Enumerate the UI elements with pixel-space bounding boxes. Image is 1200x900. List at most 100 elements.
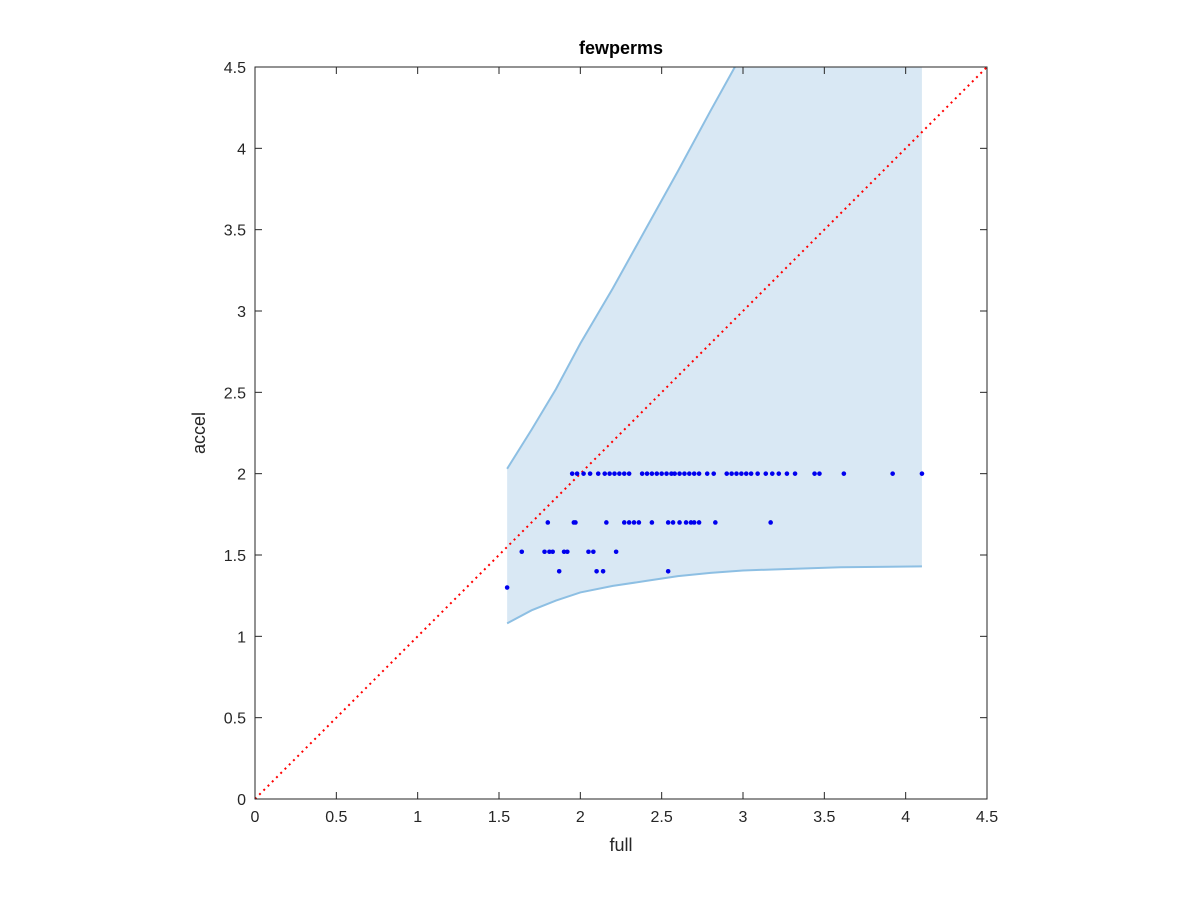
data-point (581, 471, 586, 476)
y-axis-ticks: 0 0.5 1 1.5 2 2.5 3 3.5 4 4.5 (224, 60, 987, 809)
data-point (639, 471, 645, 476)
data-point (812, 471, 817, 476)
data-point (711, 471, 717, 476)
data-point (561, 549, 567, 555)
band-upper-edge (506, 66, 736, 470)
data-point (739, 471, 744, 476)
data-point (649, 471, 655, 476)
band-lower-edge (506, 565, 922, 625)
data-point (729, 471, 734, 476)
confidence-band (506, 66, 922, 625)
data-point (547, 549, 552, 555)
diagonal-line (254, 66, 988, 800)
data-point (769, 471, 775, 476)
x-tick-label: 3 (739, 809, 748, 826)
x-axis-ticks: 0 0.5 1 1.5 2 2.5 3 3.5 4 4.5 (251, 67, 998, 826)
data-point (713, 520, 718, 525)
data-point (672, 471, 677, 476)
data-point (587, 471, 593, 476)
identity-line (254, 66, 988, 800)
data-point (776, 471, 782, 476)
data-point (688, 520, 694, 525)
data-point (556, 568, 562, 574)
y-tick-label: 2 (237, 467, 246, 484)
x-tick-label: 1 (413, 809, 422, 826)
data-point (604, 520, 609, 525)
data-point (600, 568, 606, 574)
data-point (644, 471, 650, 476)
data-point (665, 520, 671, 525)
data-point (768, 520, 773, 525)
data-point (586, 549, 591, 555)
data-point (612, 471, 617, 476)
y-tick-label: 0.5 (224, 711, 246, 728)
y-tick-label: 4.5 (224, 60, 246, 77)
data-point (594, 568, 599, 574)
data-point (636, 520, 642, 525)
data-point (613, 549, 619, 555)
x-tick-label: 0 (251, 809, 260, 826)
data-point (817, 471, 822, 476)
data-point (687, 471, 692, 476)
data-point (691, 471, 697, 476)
data-point (664, 471, 669, 476)
data-point (890, 471, 895, 476)
data-point (574, 471, 580, 476)
y-tick-label: 4 (237, 141, 246, 158)
axes-box (254, 66, 988, 800)
data-point (755, 471, 760, 476)
data-point (734, 471, 739, 476)
y-tick-label: 3 (237, 304, 246, 321)
chart-title: fewperms (579, 38, 663, 58)
data-point (669, 471, 674, 476)
data-point (542, 549, 547, 555)
data-point (704, 471, 710, 476)
data-point (621, 471, 627, 476)
x-tick-label: 2 (576, 809, 585, 826)
x-tick-label: 2.5 (651, 809, 673, 826)
data-point (748, 471, 754, 476)
data-point (654, 471, 660, 476)
y-tick-label: 1.5 (224, 548, 246, 565)
x-axis-label: full (609, 835, 632, 855)
data-point (626, 471, 632, 476)
data-point (677, 471, 682, 476)
data-point (670, 520, 676, 525)
data-point (649, 520, 655, 525)
data-point (696, 520, 702, 525)
data-point (677, 520, 682, 525)
data-point (724, 471, 730, 476)
data-point (659, 471, 664, 476)
x-tick-label: 1.5 (488, 809, 510, 826)
data-point (595, 471, 601, 476)
data-point (519, 549, 525, 555)
data-point (665, 568, 671, 574)
data-point (841, 471, 847, 476)
data-point (743, 471, 749, 476)
x-tick-label: 3.5 (813, 809, 835, 826)
y-axis-label: accel (189, 412, 209, 454)
data-point (683, 520, 689, 525)
data-point (691, 520, 697, 525)
y-tick-label: 1 (237, 629, 246, 646)
x-tick-label: 0.5 (325, 809, 347, 826)
data-point (621, 520, 627, 525)
data-point (682, 471, 687, 476)
x-tick-label: 4 (901, 809, 910, 826)
data-point (591, 549, 596, 555)
data-point (602, 471, 608, 476)
data-point (607, 471, 612, 476)
data-point (504, 585, 510, 590)
data-point (569, 471, 575, 476)
data-point (792, 471, 798, 476)
y-tick-label: 0 (237, 792, 246, 809)
data-point (763, 471, 769, 476)
data-point (550, 549, 555, 555)
data-point (565, 549, 570, 555)
x-tick-label: 4.5 (976, 809, 998, 826)
data-point (631, 520, 637, 525)
data-point (626, 520, 632, 525)
y-tick-label: 2.5 (224, 385, 246, 402)
data-point (784, 471, 790, 476)
